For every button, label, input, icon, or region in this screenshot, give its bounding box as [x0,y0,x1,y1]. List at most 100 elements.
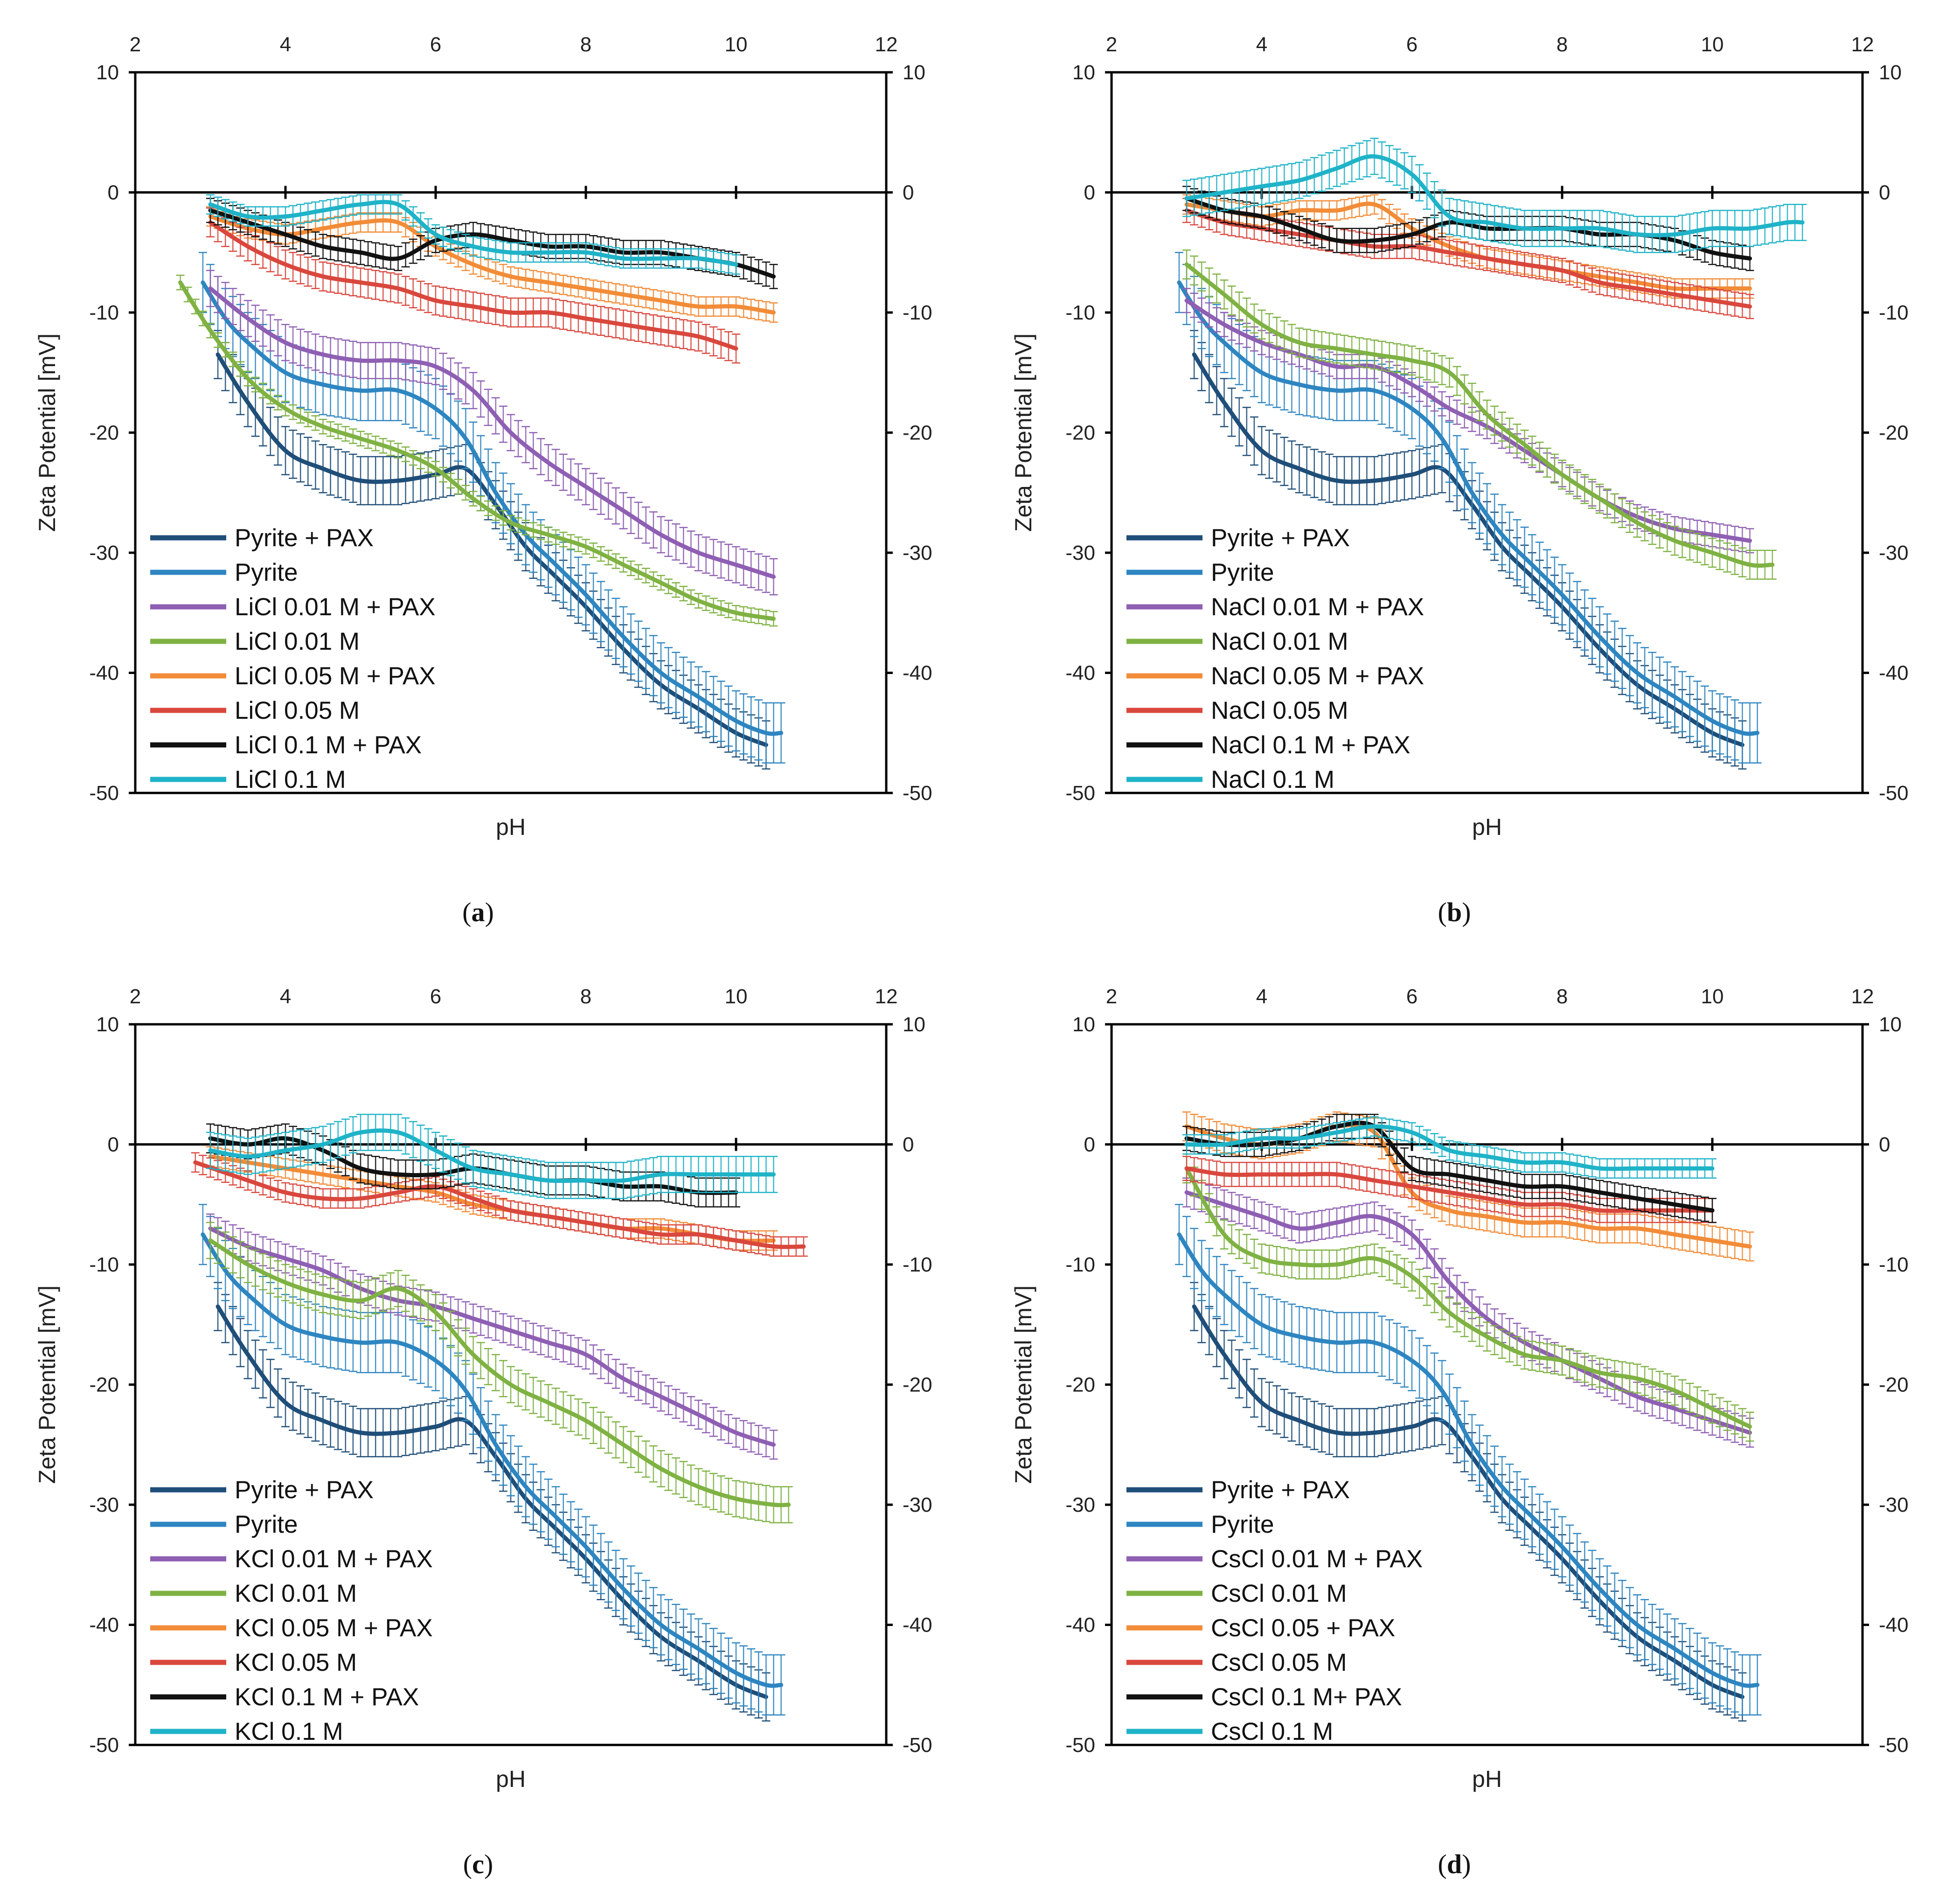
data-point [359,389,362,392]
data-point [216,353,220,356]
data-point [284,263,287,266]
caption-letter: a [472,897,485,927]
data-point [697,551,700,554]
y-tick-label-right: -10 [1879,301,1909,324]
legend-label: Pyrite + PAX [235,524,374,552]
legend-label: KCl 0.01 M + PAX [235,1545,433,1573]
series-kcl-0-01-m-pax [206,1213,778,1460]
data-point [1335,365,1338,368]
data-point [1448,215,1451,218]
series-licl-0-1-m-pax [206,198,778,289]
x-axis-title: pH [1472,814,1502,840]
data-point [284,215,287,218]
data-point [660,257,662,260]
chart-panel-b: 2 4 6 8 10 12 10 10 0 0 -10 -10 -20 -20 -30 -30 -40 -40 -5… [976,0,1953,952]
data-point [1185,197,1188,200]
y-tick-label-left: -10 [89,301,119,324]
data-point [396,203,400,206]
data-point [1177,281,1181,284]
data-point [547,251,550,254]
data-point [434,299,437,302]
data-point [1561,473,1564,476]
y-tick-label-right: 10 [903,61,925,84]
x-tick-label: 6 [430,985,441,1008]
data-point [434,365,437,368]
data-point [660,533,662,536]
data-point [1223,323,1226,326]
data-point [209,203,212,206]
data-point [1636,671,1639,674]
data-point [321,245,325,248]
data-point [1335,389,1338,392]
data-point [509,251,512,254]
data-point [1486,257,1488,260]
y-tick-label-right: 10 [903,1013,925,1036]
data-point [1335,347,1338,350]
data-point [321,1419,325,1422]
data-point [472,245,475,248]
y-tick-label-right: 0 [1879,181,1890,204]
data-point [1448,407,1451,410]
data-point [1501,533,1504,536]
data-point [359,1341,362,1344]
data-point [472,497,475,500]
data-point [1598,227,1601,230]
panel-caption: (a) [462,897,494,927]
legend-label: LiCl 0.05 M [235,697,360,724]
data-point [1373,353,1376,356]
data-point [1185,299,1188,302]
data-point [1411,473,1413,476]
y-tick-label-left: -50 [1065,782,1095,805]
data-point [1673,293,1676,296]
data-point [1748,305,1751,308]
data-point [772,275,775,278]
data-point [765,1683,768,1687]
data-point [547,281,550,284]
data-point [321,275,325,278]
data-point [697,599,700,602]
data-point [464,1389,467,1392]
legend-label: NaCl 0.1 M [1211,766,1334,793]
data-point [359,479,362,482]
y-tick-label-left: -50 [89,782,119,805]
y-tick-label-right: 10 [1879,61,1902,84]
data-point [434,1425,437,1428]
data-point [547,533,550,536]
y-axis-title: Zeta Potential [mV] [1010,334,1036,532]
series-licl-0-01-m-pax [206,270,778,596]
y-tick-label-left: -50 [89,1734,119,1757]
data-point [1411,359,1413,362]
data-point [660,299,662,302]
series-nacl-0-1-m [1182,138,1807,253]
data-point [584,1545,587,1549]
x-tick-label: 12 [875,985,898,1008]
data-point [1523,263,1526,266]
y-tick-label-right: -20 [903,422,932,445]
series-line [1184,208,1752,309]
data-point [735,719,737,723]
data-point [660,581,662,584]
y-tick-label-right: -20 [1879,422,1909,445]
data-point [321,1269,325,1272]
data-point [1335,167,1338,170]
data-point [735,563,737,566]
data-point [246,245,250,248]
data-point [772,1443,775,1446]
x-tick-label: 2 [1106,33,1117,56]
data-point [1335,209,1338,212]
data-point [359,1431,362,1434]
data-point [1298,383,1301,386]
data-point [1748,257,1751,260]
x-axis-title: pH [496,814,526,840]
data-point [1373,479,1376,482]
data-point [622,1587,625,1591]
data-point [1711,227,1714,230]
y-tick-label-left: -10 [89,1253,119,1276]
y-tick-label-right: -10 [903,301,932,324]
data-point [1711,551,1714,554]
data-point [396,1431,400,1434]
data-point [321,467,325,470]
data-point [509,239,512,242]
